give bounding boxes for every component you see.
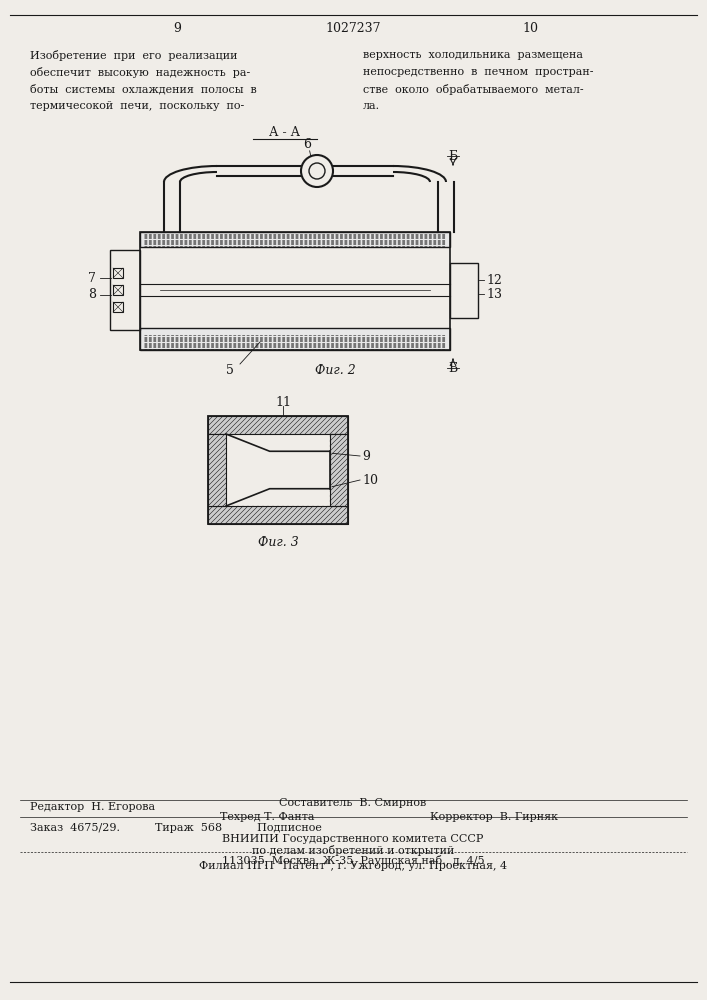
Text: 10: 10 [362, 474, 378, 487]
Bar [110, 250, 140, 330]
Bar [113, 302, 123, 312]
Text: ВНИИПИ Государственного комитета СССР: ВНИИПИ Государственного комитета СССР [222, 834, 484, 844]
Text: 12: 12 [486, 273, 502, 286]
Bar [140, 328, 450, 350]
Text: боты  системы  охлаждения  полосы  в: боты системы охлаждения полосы в [30, 84, 257, 95]
Bar [113, 285, 123, 295]
Text: термичесокой  печи,  поскольку  по-: термичесокой печи, поскольку по- [30, 101, 244, 111]
Text: 11: 11 [275, 395, 291, 408]
Bar [140, 232, 450, 350]
Text: обеспечит  высокую  надежность  ра-: обеспечит высокую надежность ра- [30, 67, 250, 78]
Text: стве  около  обрабатываемого  метал-: стве около обрабатываемого метал- [363, 84, 583, 95]
Bar [140, 232, 450, 247]
Text: Составитель  В. Смирнов: Составитель В. Смирнов [279, 798, 426, 808]
Circle shape [301, 155, 333, 187]
Text: непосредственно  в  печном  простран-: непосредственно в печном простран- [363, 67, 593, 77]
Bar [330, 434, 348, 506]
Text: Фиг. 2: Фиг. 2 [315, 363, 356, 376]
Text: верхность  холодильника  размещена: верхность холодильника размещена [363, 50, 583, 60]
Text: Филиал ПГП "Патент", г. Ужгород, ул. Проектная, 4: Филиал ПГП "Патент", г. Ужгород, ул. Про… [199, 861, 507, 871]
Bar [208, 416, 348, 434]
Text: 7: 7 [88, 271, 96, 284]
Text: 8: 8 [88, 288, 96, 302]
Text: Б: Б [448, 361, 457, 374]
Text: 9: 9 [362, 450, 370, 462]
Text: 10: 10 [522, 21, 538, 34]
Text: Б: Б [448, 149, 457, 162]
Text: 1027237: 1027237 [325, 21, 381, 34]
Bar [450, 263, 478, 318]
Text: 9: 9 [173, 21, 181, 34]
Text: Техред Т. Фанта: Техред Т. Фанта [220, 812, 315, 822]
Text: ла.: ла. [363, 101, 380, 111]
Bar [208, 434, 226, 506]
Bar [113, 268, 123, 278]
Text: Корректор  В. Гирняк: Корректор В. Гирняк [430, 812, 558, 822]
Text: Заказ  4675/29.          Тираж  568          Подписное: Заказ 4675/29. Тираж 568 Подписное [30, 823, 322, 833]
Text: по делам изобретений и открытий: по делам изобретений и открытий [252, 844, 454, 856]
Text: Редактор  Н. Егорова: Редактор Н. Егорова [30, 802, 155, 812]
Bar [208, 416, 348, 524]
Text: Изобретение  при  его  реализации: Изобретение при его реализации [30, 50, 238, 61]
Text: 113035, Москва, Ж-35, Раушская наб., д. 4/5: 113035, Москва, Ж-35, Раушская наб., д. … [222, 856, 484, 866]
Text: Фиг. 3: Фиг. 3 [257, 536, 298, 548]
Bar [208, 506, 348, 524]
Text: 5: 5 [226, 363, 234, 376]
Text: 6: 6 [303, 137, 311, 150]
Text: А - А: А - А [269, 125, 300, 138]
Text: 13: 13 [486, 288, 502, 300]
